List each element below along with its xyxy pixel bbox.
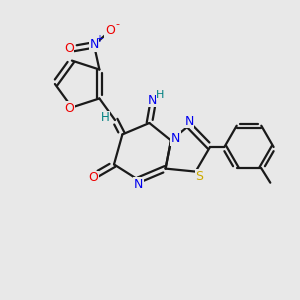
Text: H: H <box>101 111 110 124</box>
Text: N: N <box>89 38 99 51</box>
Text: O: O <box>64 102 74 115</box>
Text: N: N <box>147 94 157 107</box>
Text: O: O <box>88 171 98 184</box>
Text: N: N <box>171 132 180 145</box>
Text: N: N <box>184 115 194 128</box>
Text: -: - <box>116 20 119 29</box>
Text: H: H <box>156 90 164 100</box>
Text: N: N <box>134 178 143 191</box>
Text: O: O <box>64 42 74 55</box>
Text: O: O <box>105 24 115 37</box>
Text: S: S <box>195 170 203 183</box>
Text: +: + <box>95 34 104 44</box>
